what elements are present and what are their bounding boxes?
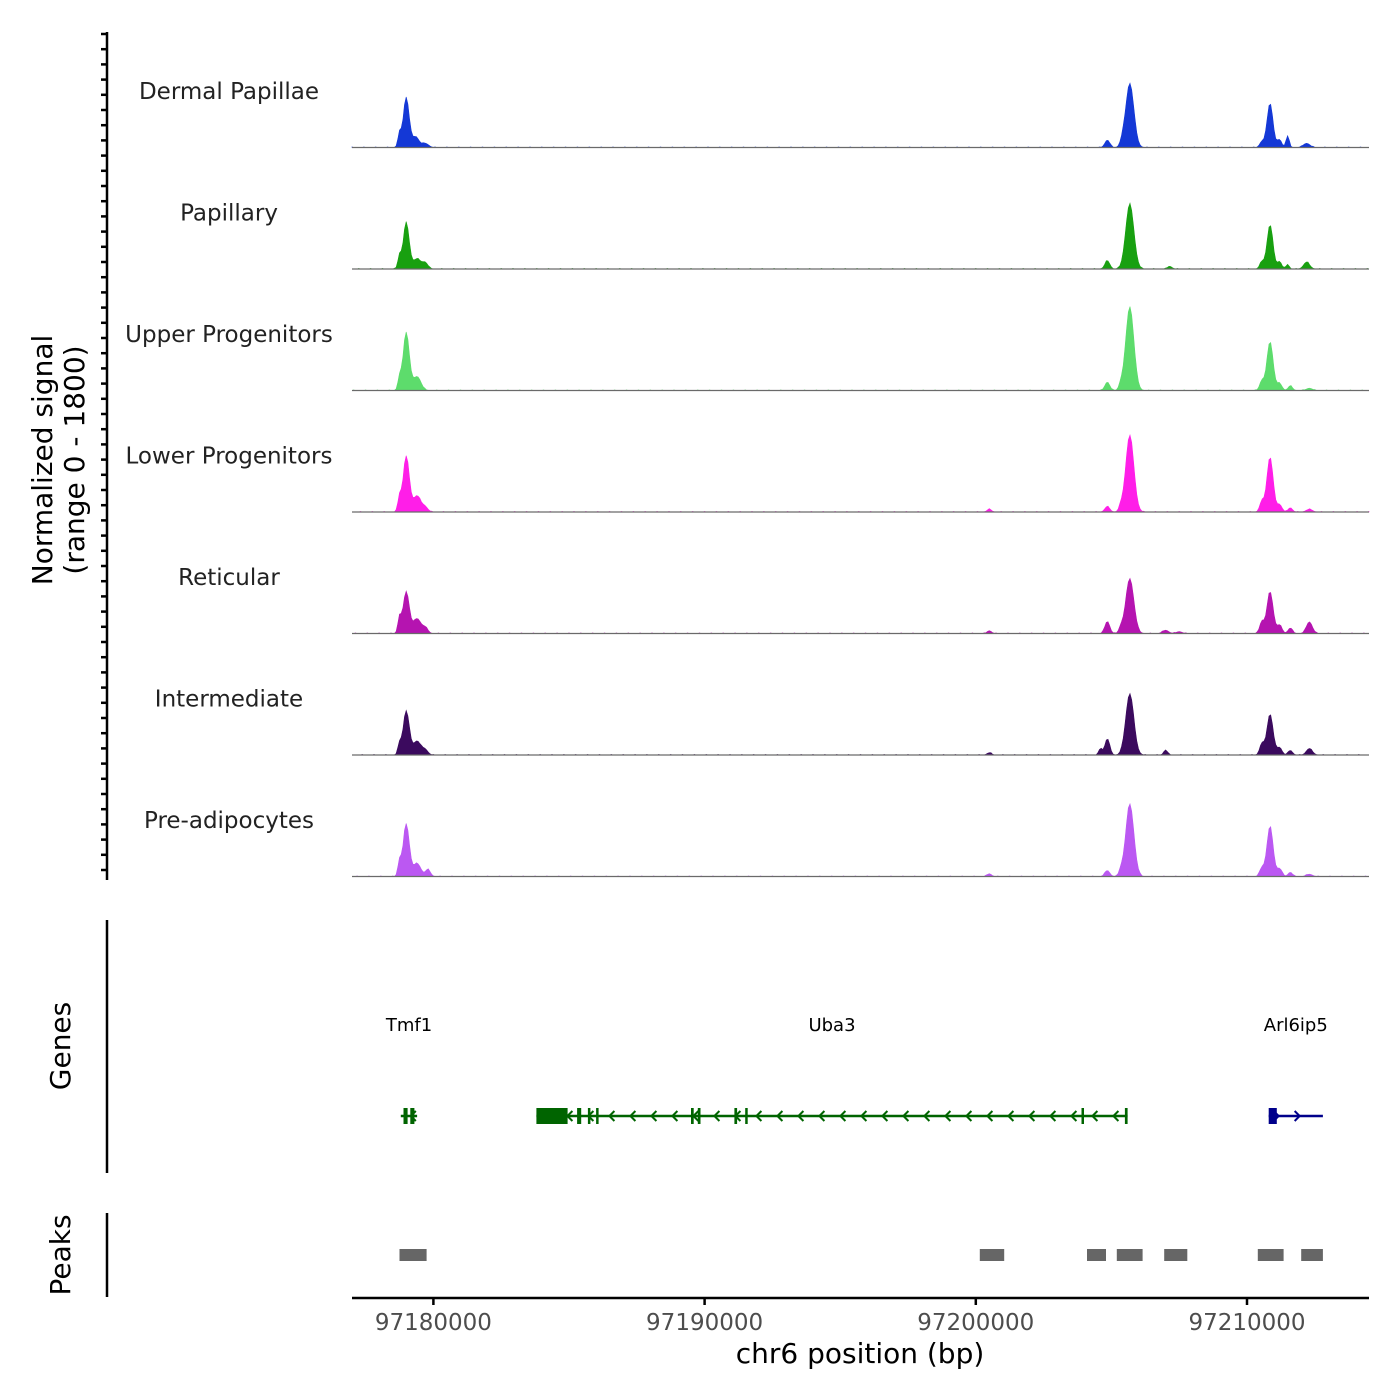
- track-label: Upper Progenitors: [125, 322, 333, 348]
- gene-exon: [734, 1108, 738, 1124]
- gene-exon: [691, 1108, 694, 1124]
- strand-chevron: [776, 1110, 784, 1122]
- strand-chevron: [755, 1110, 763, 1122]
- strand-chevron: [818, 1110, 826, 1122]
- signal-area: [352, 692, 1369, 756]
- signal-track: Lower Progenitors: [126, 434, 1370, 513]
- strand-chevron: [1112, 1110, 1120, 1122]
- x-axis: 97180000 97190000 97200000 97210000 chr6 po…: [352, 1296, 1369, 1370]
- gene-label: Uba3: [808, 1015, 855, 1036]
- signal-y-label-line2: (range 0 - 1800): [58, 345, 91, 574]
- peak-region: [1301, 1249, 1323, 1261]
- strand-chevron: [902, 1110, 910, 1122]
- signal-y-label-line1: Normalized signal: [26, 335, 59, 586]
- strand-chevron: [797, 1110, 805, 1122]
- strand-chevron: [1091, 1110, 1099, 1122]
- signal-area: [352, 802, 1369, 877]
- signal-area: [352, 434, 1370, 513]
- track-label: Dermal Papillae: [139, 79, 319, 105]
- strand-chevron: [713, 1110, 721, 1122]
- signal-track: Intermediate: [155, 687, 1369, 756]
- signal-track: Pre-adipocytes: [144, 802, 1369, 878]
- strand-chevron: [944, 1110, 952, 1122]
- strand-chevron: [1049, 1110, 1057, 1122]
- signal-y-ticks: [101, 32, 107, 872]
- gene-model: Tmf1: [385, 1015, 432, 1124]
- gene-models: Tmf1 Uba3 Arl6ip5: [385, 1015, 1328, 1124]
- x-ticks: 97180000 97190000 97200000 97210000: [375, 1298, 1306, 1336]
- track-label: Pre-adipocytes: [144, 808, 314, 834]
- signal-tracks: Dermal Papillae Papillary Upper Progenitor…: [125, 79, 1370, 878]
- strand-chevron: [881, 1110, 889, 1122]
- track-label: Lower Progenitors: [126, 444, 333, 470]
- signal-area: [352, 202, 1370, 270]
- strand-chevron: [608, 1110, 616, 1122]
- gene-exon: [410, 1108, 415, 1124]
- track-label: Reticular: [178, 565, 280, 591]
- strand-chevron: [1028, 1110, 1036, 1122]
- peak-region: [1164, 1249, 1188, 1261]
- gene-exon: [536, 1108, 568, 1124]
- gene-label: Tmf1: [385, 1015, 432, 1036]
- signal-y-axis: Normalized signal (range 0 - 1800): [26, 32, 109, 880]
- gene-exon: [577, 1108, 582, 1124]
- gene-exon: [403, 1108, 408, 1124]
- signal-track: Papillary: [180, 201, 1370, 270]
- gene-exon: [745, 1108, 748, 1124]
- strand-chevron: [650, 1110, 658, 1122]
- signal-area: [351, 82, 1369, 148]
- peak-regions: [399, 1249, 1323, 1261]
- peaks-panel: Peaks: [44, 1213, 1323, 1297]
- strand-chevron: [629, 1110, 637, 1122]
- gene-exon: [596, 1108, 599, 1124]
- gene-exon: [1124, 1108, 1128, 1124]
- strand-chevron: [839, 1110, 847, 1122]
- strand-chevron: [965, 1110, 973, 1122]
- gene-model: Uba3: [536, 1015, 1128, 1124]
- gene-exon: [697, 1108, 701, 1124]
- peak-region: [1087, 1249, 1106, 1261]
- peak-region: [979, 1249, 1005, 1261]
- genes-y-label: Genes: [44, 1002, 77, 1090]
- x-tick-label: 97200000: [917, 1310, 1034, 1336]
- signal-area: [352, 577, 1369, 634]
- peak-region: [1116, 1249, 1143, 1261]
- x-tick-label: 97190000: [646, 1310, 763, 1336]
- genes-panel: Genes Tmf1 Uba3 Arl6ip5: [44, 920, 1328, 1173]
- peak-region: [399, 1249, 427, 1261]
- signal-track: Reticular: [178, 565, 1369, 635]
- strand-chevron: [860, 1110, 868, 1122]
- gene-exon: [1081, 1108, 1084, 1124]
- strand-chevron: [986, 1110, 994, 1122]
- gene-exon: [587, 1108, 591, 1124]
- signal-track: Dermal Papillae: [139, 79, 1369, 149]
- signal-track: Upper Progenitors: [125, 306, 1369, 392]
- signal-area: [351, 306, 1369, 391]
- x-tick-label: 97210000: [1188, 1310, 1305, 1336]
- track-label: Papillary: [180, 201, 278, 227]
- strand-chevron: [671, 1110, 679, 1122]
- track-label: Intermediate: [155, 687, 303, 713]
- gene-model: Arl6ip5: [1264, 1015, 1328, 1124]
- peak-region: [1257, 1249, 1284, 1261]
- x-tick-label: 97180000: [375, 1310, 492, 1336]
- strand-chevron: [1070, 1110, 1078, 1122]
- gene-exon: [1268, 1108, 1277, 1124]
- strand-chevron: [923, 1110, 931, 1122]
- strand-chevron: [1293, 1110, 1302, 1122]
- peaks-y-label: Peaks: [44, 1214, 77, 1295]
- x-axis-label: chr6 position (bp): [736, 1337, 985, 1370]
- strand-chevron: [1007, 1110, 1015, 1122]
- gene-label: Arl6ip5: [1264, 1015, 1328, 1036]
